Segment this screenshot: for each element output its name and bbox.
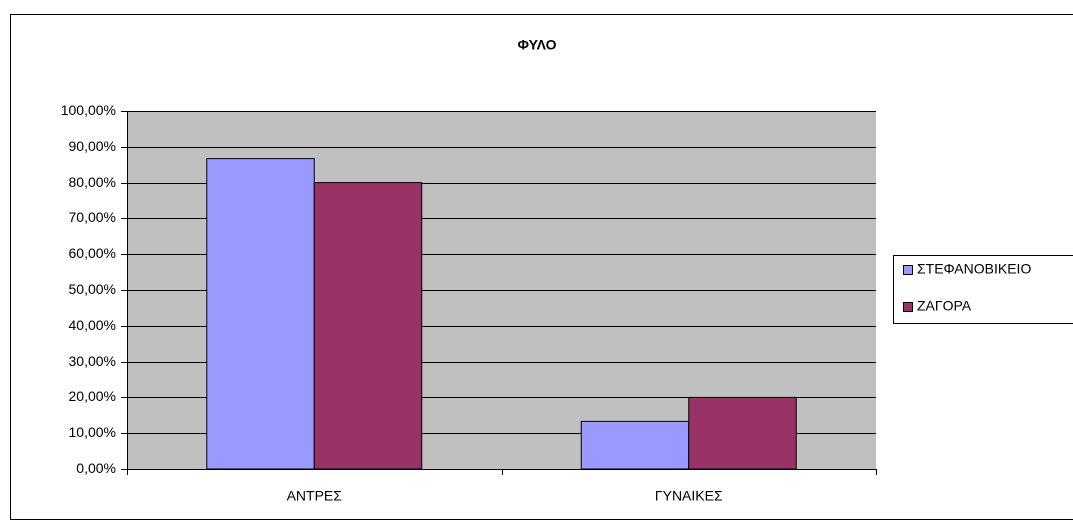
legend-box [893,255,1073,324]
legend-swatch [903,302,913,312]
legend-label: ΣΤΕΦΑΝΟΒΙΚΕΙΟ [917,261,1031,277]
y-tick-label: 40,00% [69,317,116,333]
bar [206,158,315,470]
y-tick-label: 0,00% [76,460,116,476]
y-tick-label: 30,00% [69,353,116,369]
y-tick-label: 90,00% [69,138,116,154]
y-tick-label: 80,00% [69,174,116,190]
x-tick-label: ΑΝΤΡΕΣ [287,488,343,504]
y-tick-label: 20,00% [69,388,116,404]
y-tick-label: 50,00% [69,281,116,297]
bar [313,182,423,470]
legend-swatch [903,265,913,275]
bar [580,420,690,470]
x-tick-label: ΓΥΝΑΙΚΕΣ [655,488,723,504]
y-tick-label: 70,00% [69,209,116,225]
y-tick-label: 100,00% [61,102,116,118]
chart-title: ΦΥΛΟ [517,37,556,53]
y-tick-label: 60,00% [69,245,116,261]
bar [688,396,797,470]
y-tick-label: 10,00% [69,424,116,440]
legend-label: ΖΑΓΟΡΑ [917,298,972,314]
